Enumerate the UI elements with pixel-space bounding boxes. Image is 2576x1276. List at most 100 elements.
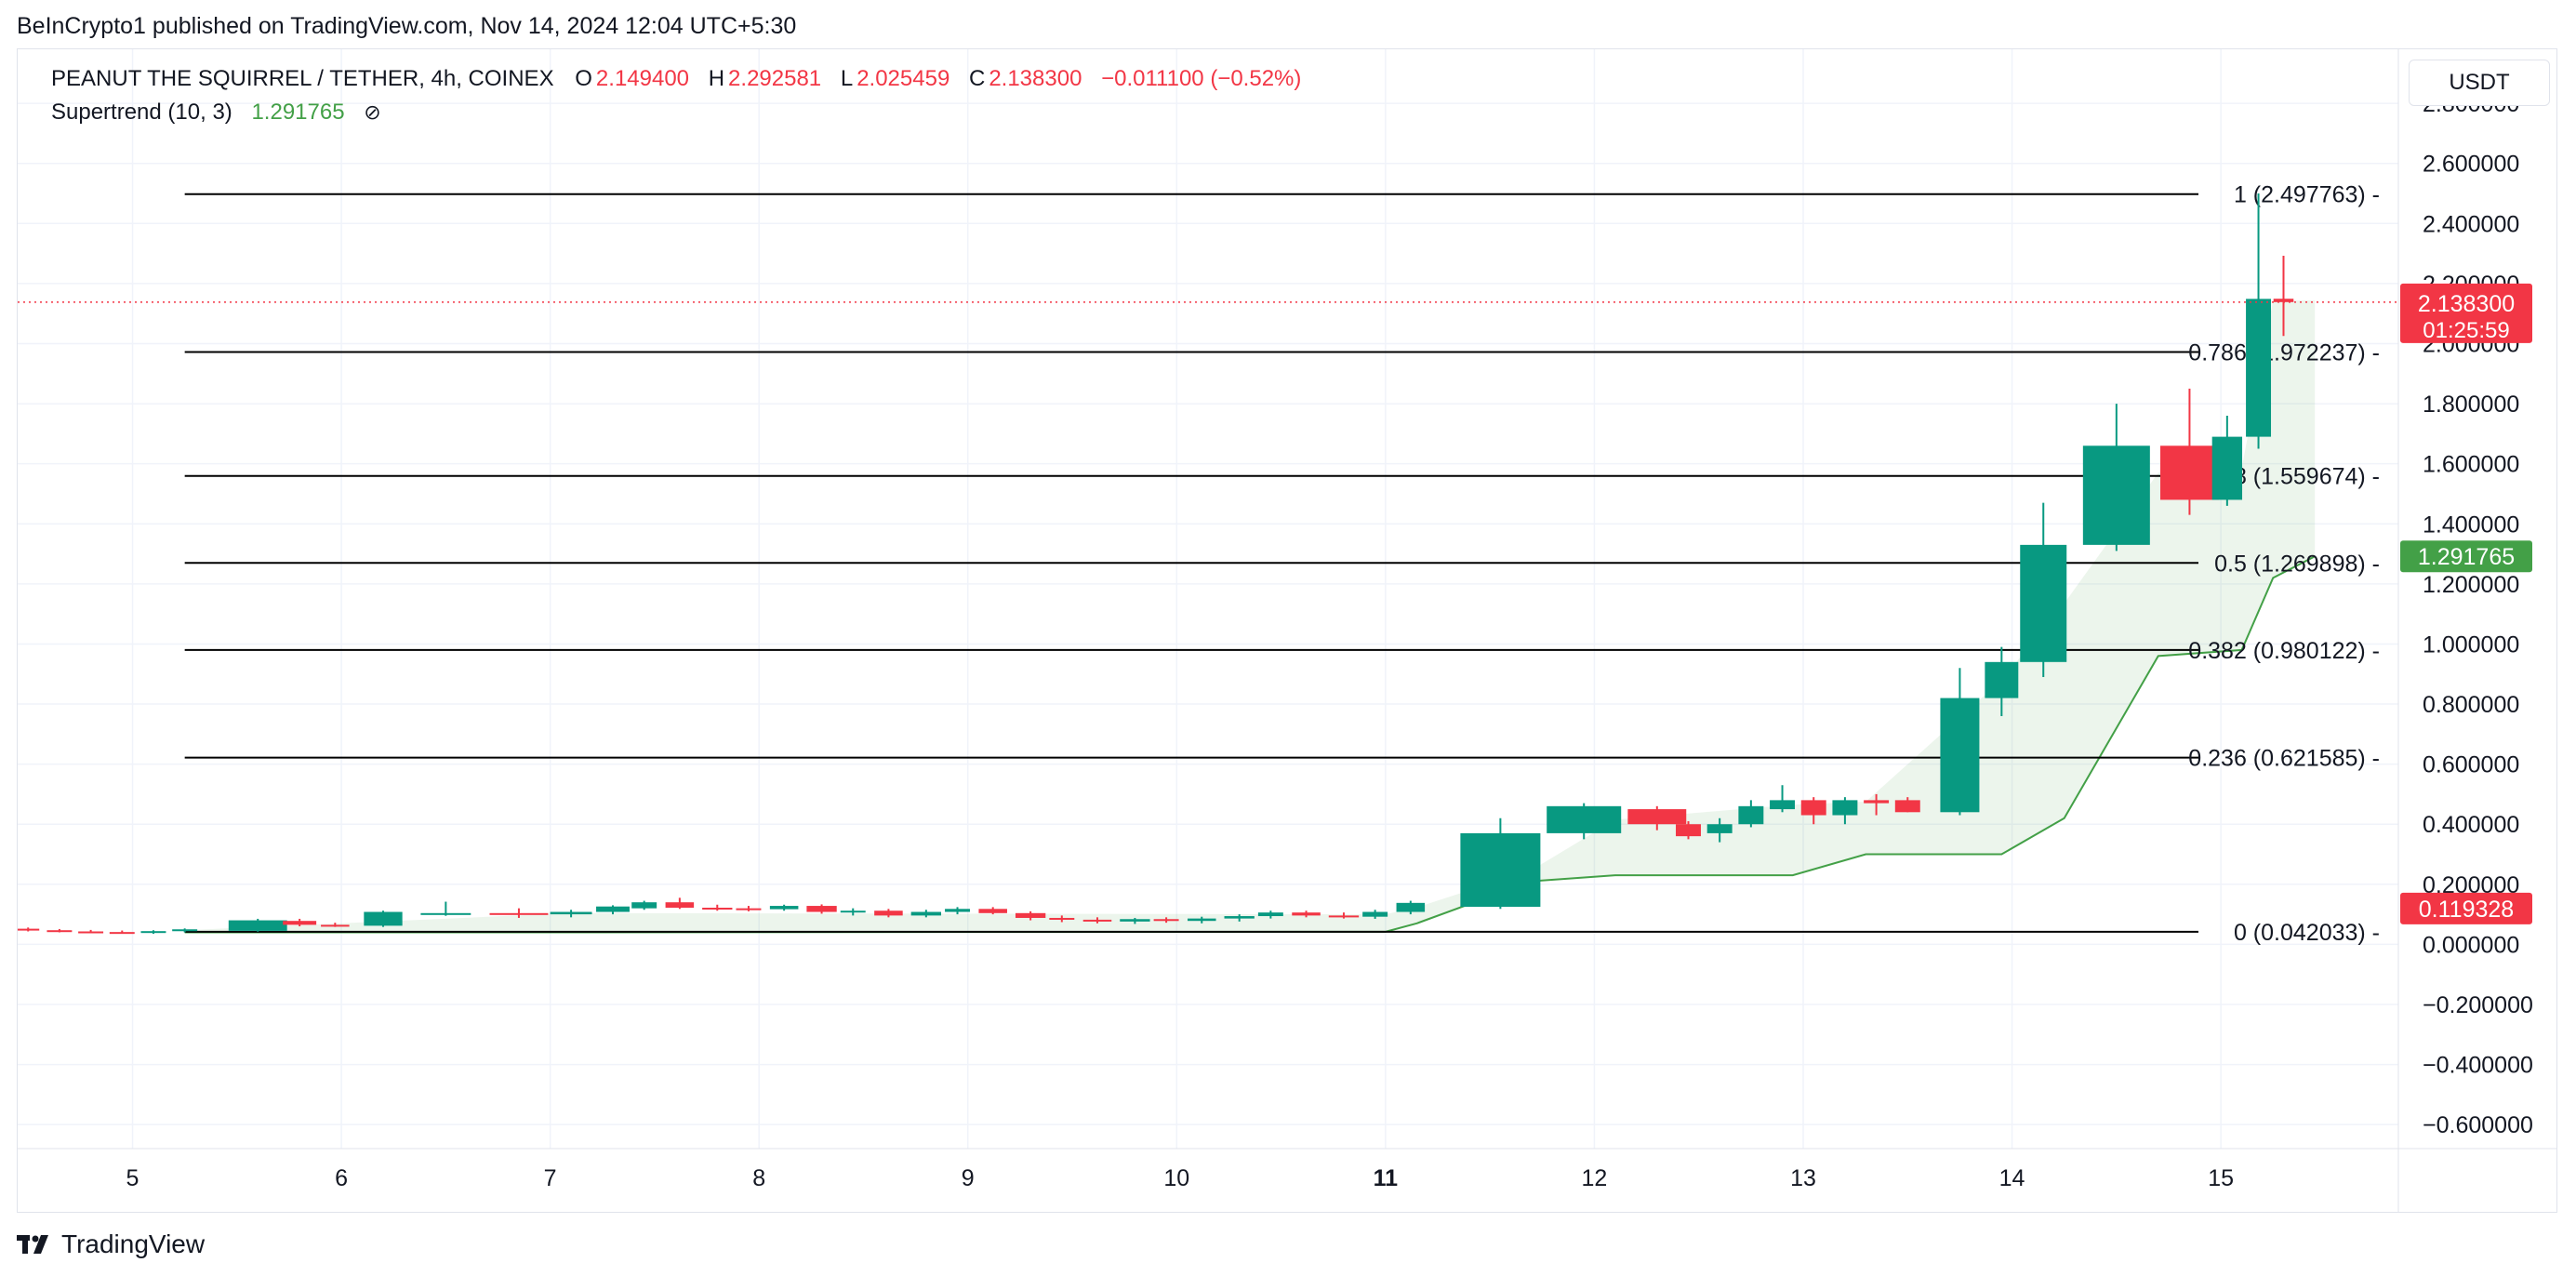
- candle-body[interactable]: [1800, 800, 1826, 816]
- open-value: 2.149400: [595, 66, 690, 91]
- candle-body[interactable]: [321, 924, 350, 927]
- price-axis-tick-label: 2.600000: [2423, 152, 2519, 178]
- time-axis-tick-label: 6: [335, 1165, 348, 1191]
- close-label: C: [968, 66, 986, 91]
- candle-body[interactable]: [1627, 809, 1687, 825]
- candle-body[interactable]: [945, 909, 970, 912]
- candle-body[interactable]: [978, 909, 1007, 913]
- tradingview-brand[interactable]: TradingView: [17, 1229, 205, 1259]
- symbol-legend: PEANUT THE SQUIRREL / TETHER, 4h, COINEX…: [51, 66, 1305, 92]
- brand-name: TradingView: [61, 1229, 206, 1258]
- low-marker-tag-value: 0.119328: [2419, 897, 2514, 923]
- candle-body[interactable]: [78, 931, 104, 934]
- candle-body[interactable]: [1460, 832, 1541, 908]
- candle-body[interactable]: [1257, 912, 1283, 917]
- time-axis-tick-label: 13: [1790, 1165, 1816, 1191]
- price-axis-tick-label: 0.000000: [2423, 932, 2519, 958]
- candle-body[interactable]: [109, 932, 135, 935]
- candle-body[interactable]: [1362, 911, 1388, 917]
- last-price-tag: [2400, 283, 2532, 343]
- time-axis-tick-label: 15: [2208, 1165, 2234, 1191]
- price-axis-tick-label: 0.800000: [2423, 692, 2519, 718]
- time-axis-tick-label: 8: [752, 1165, 765, 1191]
- publisher-line: BeInCrypto1 published on TradingView.com…: [17, 13, 797, 39]
- indicator-title: Supertrend (10, 3): [51, 100, 232, 125]
- supertrend-fill: [184, 300, 2316, 933]
- indicator-value: 1.291765: [251, 100, 345, 125]
- candle-body[interactable]: [596, 906, 630, 912]
- candle-body[interactable]: [1864, 800, 1890, 804]
- candle-body[interactable]: [1187, 918, 1216, 922]
- candle-body[interactable]: [702, 907, 733, 910]
- fib-level-label: 0 (0.042033) -: [2234, 920, 2380, 946]
- price-axis-tick-label: −0.200000: [2423, 992, 2533, 1018]
- candle-body[interactable]: [2273, 299, 2294, 302]
- candle-body[interactable]: [18, 928, 40, 931]
- time-axis-tick-label: 9: [962, 1165, 975, 1191]
- countdown-tag-value: 01:25:59: [2423, 318, 2509, 343]
- candle-body[interactable]: [806, 906, 837, 912]
- candle-body[interactable]: [1894, 800, 1920, 813]
- price-axis-tick-label: 0.400000: [2423, 812, 2519, 838]
- candle-body[interactable]: [736, 908, 762, 910]
- high-label: H: [708, 66, 725, 91]
- candle-body[interactable]: [631, 902, 657, 909]
- supertrend-tag: [2400, 540, 2532, 573]
- candle-body[interactable]: [1396, 902, 1426, 912]
- candle-body[interactable]: [840, 910, 866, 913]
- fib-level-label: 0.786 (1.972237) -: [2188, 339, 2380, 366]
- low-marker-tag: [2400, 892, 2532, 924]
- candle-body[interactable]: [2246, 299, 2272, 437]
- candle-body[interactable]: [489, 912, 549, 915]
- last-price-tag-value: 2.138300: [2418, 291, 2515, 317]
- symbol-title: PEANUT THE SQUIRREL / TETHER, 4h, COINEX: [51, 66, 554, 91]
- candle-body[interactable]: [1120, 919, 1150, 922]
- candle-body[interactable]: [874, 910, 903, 916]
- candle-body[interactable]: [1015, 912, 1046, 918]
- candle-body[interactable]: [283, 921, 317, 925]
- candle-body[interactable]: [910, 911, 942, 916]
- candle-body[interactable]: [1676, 824, 1701, 837]
- candle-body[interactable]: [1770, 800, 1796, 810]
- candle-body[interactable]: [1706, 824, 1733, 833]
- chart-pane[interactable]: 1 (2.497763) -0.786 (1.972237) -0.618 (1…: [17, 48, 2557, 1213]
- candle-body[interactable]: [665, 902, 695, 908]
- candle-body[interactable]: [140, 931, 166, 934]
- currency-button[interactable]: USDT: [2409, 60, 2550, 106]
- candle-body[interactable]: [364, 911, 403, 926]
- candle-body[interactable]: [1940, 698, 1980, 813]
- candle-body[interactable]: [769, 906, 799, 910]
- candle-body[interactable]: [46, 930, 73, 933]
- candle-body[interactable]: [1082, 919, 1112, 922]
- time-axis-tick-label: 10: [1163, 1165, 1189, 1191]
- candle-body[interactable]: [1328, 915, 1360, 918]
- supertrend-tag-value: 1.291765: [2418, 544, 2515, 570]
- candle-body[interactable]: [2020, 544, 2067, 662]
- candle-body[interactable]: [172, 929, 198, 932]
- candle-body[interactable]: [1292, 912, 1321, 916]
- hidden-eye-icon[interactable]: ⊘: [364, 100, 381, 124]
- candle-body[interactable]: [2211, 436, 2243, 500]
- chart-canvas[interactable]: 1 (2.497763) -0.786 (1.972237) -0.618 (1…: [18, 49, 2556, 1212]
- fib-level-label: 0.236 (0.621585) -: [2188, 746, 2380, 772]
- candle-body[interactable]: [1153, 919, 1179, 922]
- indicator-legend[interactable]: Supertrend (10, 3) 1.291765 ⊘: [51, 100, 385, 126]
- tradingview-logo-icon: [17, 1235, 48, 1254]
- supertrend-line: [184, 555, 2316, 934]
- candle-body[interactable]: [1049, 917, 1075, 920]
- time-axis-tick-label: 12: [1582, 1165, 1608, 1191]
- high-value: 2.292581: [728, 66, 822, 91]
- candle-body[interactable]: [1985, 661, 2019, 698]
- candle-body[interactable]: [1224, 916, 1255, 919]
- candle-body[interactable]: [1738, 805, 1764, 825]
- candle-body[interactable]: [420, 912, 471, 915]
- candle-body[interactable]: [2082, 445, 2150, 545]
- fib-level-label: 0.5 (1.269898) -: [2214, 551, 2380, 577]
- candle-body[interactable]: [228, 920, 287, 931]
- candle-body[interactable]: [550, 911, 592, 915]
- candle-body[interactable]: [1832, 800, 1858, 816]
- close-value: 2.138300: [989, 66, 1082, 91]
- candle-body[interactable]: [1547, 805, 1622, 833]
- price-axis-tick-label: 1.000000: [2423, 631, 2519, 658]
- candle-body[interactable]: [2160, 445, 2219, 500]
